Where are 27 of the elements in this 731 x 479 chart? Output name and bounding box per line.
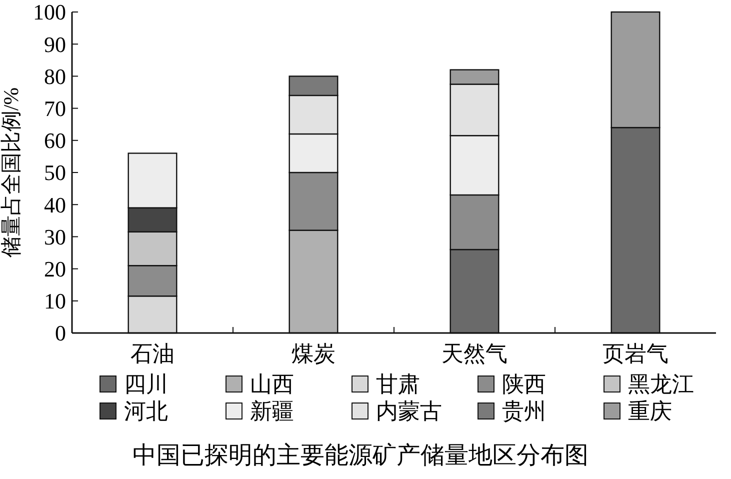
legend-label: 陕西 — [502, 372, 546, 397]
y-axis-title: 储量占全国比例/% — [0, 87, 23, 258]
legend-label: 河北 — [124, 398, 168, 424]
y-tick-label: 50 — [44, 160, 66, 186]
y-tick-label: 30 — [44, 224, 66, 250]
legend-label: 贵州 — [502, 398, 546, 424]
legend-label: 甘肃 — [376, 372, 420, 397]
x-tick-label: 页岩气 — [602, 341, 668, 366]
y-tick-label: 100 — [33, 0, 66, 25]
text: 中国已探明的主要能源矿产储量地区分布图 — [132, 442, 588, 469]
legend-label: 新疆 — [250, 398, 294, 424]
y-tick-label: 20 — [44, 256, 66, 282]
legend-label: 内蒙古 — [376, 398, 442, 424]
y-tick-label: 60 — [44, 128, 66, 154]
legend-label: 四川 — [124, 372, 168, 397]
legend-label: 山西 — [250, 372, 294, 397]
y-tick-label: 90 — [44, 32, 66, 57]
x-tick-label: 煤炭 — [292, 341, 336, 366]
legend-label: 黑龙江 — [628, 372, 694, 397]
y-tick-label: 0 — [55, 320, 66, 346]
y-tick-label: 80 — [44, 64, 66, 89]
legend-label: 重庆 — [628, 398, 672, 424]
x-tick-label: 石油 — [130, 341, 174, 366]
y-tick-label: 40 — [44, 192, 66, 218]
x-tick-label: 天然气 — [442, 341, 508, 366]
y-tick-label: 10 — [44, 288, 66, 314]
y-tick-label: 70 — [44, 96, 66, 121]
